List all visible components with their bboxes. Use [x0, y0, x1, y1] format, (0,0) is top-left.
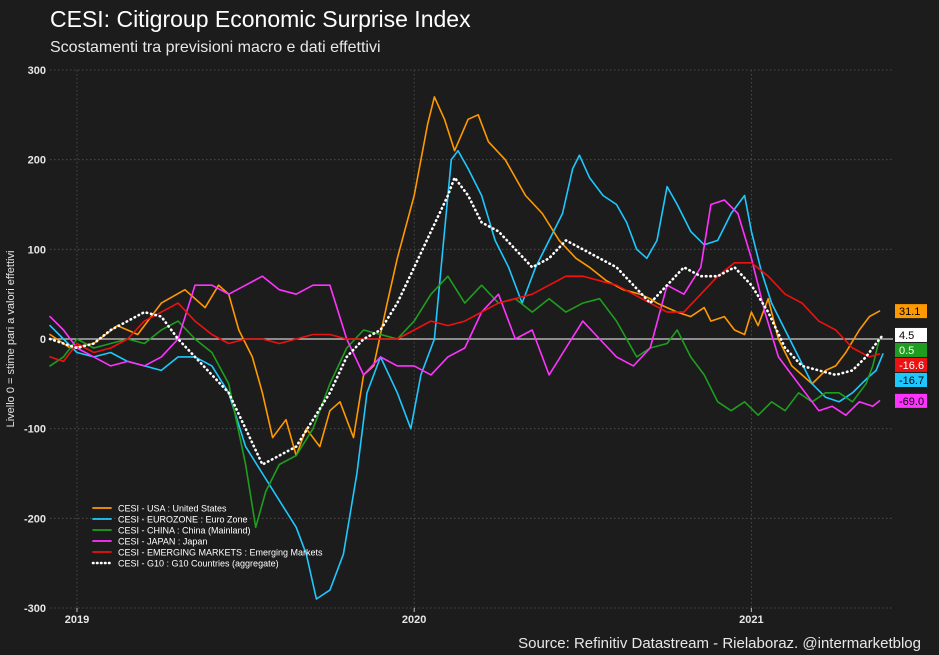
value-tag-3 [895, 393, 927, 408]
legend-label-3: CESI - JAPAN : Japan [118, 537, 207, 547]
value-tag-label-3: -69.0 [899, 396, 924, 408]
value-tag-label-5: 4.5 [899, 330, 914, 342]
x-tick-label: 2020 [402, 614, 426, 626]
series-line-5 [48, 176, 885, 466]
y-tick-label: 0 [40, 334, 46, 346]
chart-title: CESI: Citigroup Economic Surprise Index [50, 6, 471, 32]
legend-label-0: CESI - USA : United States [118, 504, 227, 514]
legend-label-5: CESI - G10 : G10 Countries (aggregate) [118, 559, 279, 569]
legend-label-2: CESI - CHINA : China (Mainland) [118, 526, 251, 536]
y-tick-label: -300 [24, 603, 46, 615]
value-tag-2 [895, 342, 927, 357]
chart-subtitle: Scostamenti tra previsioni macro e dati … [50, 39, 381, 56]
series-line-2 [49, 275, 881, 529]
y-tick-label: 300 [28, 65, 46, 77]
value-tag-1 [895, 372, 927, 387]
x-tick-label: 2021 [739, 614, 763, 626]
y-tick-label: 100 [28, 244, 46, 256]
y-tick-label: -100 [24, 424, 46, 436]
legend-label-4: CESI - EMERGING MARKETS : Emerging Marke… [118, 548, 323, 558]
value-tag-label-4: -16.6 [899, 360, 924, 372]
series-line-0 [49, 96, 881, 457]
series-line-3 [49, 199, 881, 416]
source-note: Source: Refinitiv Datastream - Rielabora… [518, 635, 921, 652]
y-tick-label: 200 [28, 155, 46, 167]
value-tag-5 [895, 327, 927, 342]
legend-label-1: CESI - EUROZONE : Euro Zone [118, 515, 248, 525]
series-line-4 [49, 262, 881, 363]
value-tag-label-2: 0.5 [899, 345, 914, 357]
value-tag-label-1: -16.7 [899, 375, 924, 387]
x-tick-label: 2019 [65, 614, 89, 626]
value-tag-4 [895, 357, 927, 372]
value-tag-0 [895, 304, 927, 319]
y-axis-label: Livello 0 = stime pari a valori effettiv… [5, 251, 17, 428]
y-tick-label: -200 [24, 513, 46, 525]
value-tag-label-0: 31.1 [899, 306, 920, 318]
